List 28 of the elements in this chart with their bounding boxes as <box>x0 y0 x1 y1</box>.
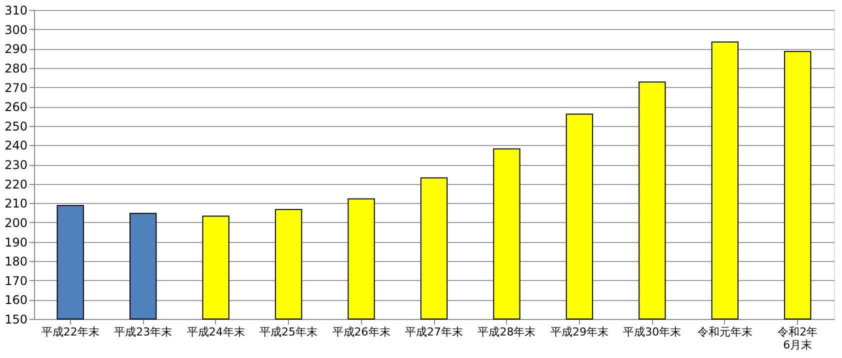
y-tick-label: 170 <box>4 274 28 288</box>
x-tick-label: 平成26年末 <box>332 326 390 338</box>
y-tick-label: 150 <box>4 312 28 326</box>
x-tick-label: 平成24年末 <box>186 326 245 338</box>
x-tick-label: 平成23年末 <box>114 326 172 338</box>
x-tick-label: 平成30年末 <box>623 326 682 338</box>
y-tick-label: 220 <box>4 177 28 192</box>
y-tick-label: 280 <box>4 61 28 76</box>
y-tick-label: 310 <box>4 4 28 18</box>
x-tick-label: 平成27年末 <box>405 326 463 338</box>
y-tick-label: 240 <box>4 138 28 153</box>
y-tick-label: 230 <box>4 158 28 172</box>
y-tick-label: 200 <box>4 216 28 230</box>
x-tick-label: 平成22年末 <box>41 326 100 338</box>
x-tick-label: 令和元年末 <box>697 326 752 338</box>
x-tick-label: 平成28年末 <box>478 326 536 338</box>
y-tick-label: 190 <box>4 235 28 250</box>
x-tick-label: 平成29年末 <box>550 326 608 338</box>
x-tick-label: 平成25年末 <box>260 326 318 338</box>
y-tick-label: 160 <box>4 293 28 308</box>
y-tick-label: 250 <box>4 119 28 134</box>
y-tick-label: 210 <box>4 196 28 211</box>
y-tick-label: 180 <box>4 254 28 269</box>
y-tick-label: 290 <box>4 42 28 56</box>
y-tick-label: 270 <box>4 80 28 95</box>
x-tick-label: 令和2年 6月末 <box>778 326 818 352</box>
y-tick-label: 260 <box>4 100 28 114</box>
y-tick-label: 300 <box>4 22 28 37</box>
